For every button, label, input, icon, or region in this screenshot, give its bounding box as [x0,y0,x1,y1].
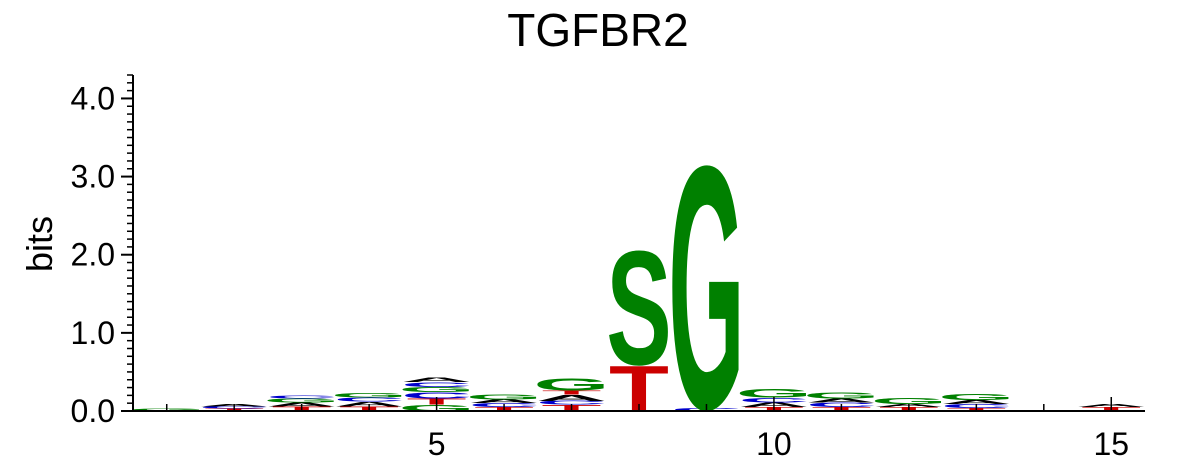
logo-letter-g-pos-13: G [938,392,1014,402]
logo-letter-c-pos-3: C [266,395,337,400]
logo-letter-c-pos-4: C [334,397,405,403]
logo-letter-g-pos-11: G [803,391,879,401]
y-tick-label: 4.0 [71,80,115,116]
y-tick-label: 0.0 [71,393,115,429]
x-axis: 5 10 15 [133,397,1145,462]
logo-letters: GTCATAGCTACGGTCGCATCAGTCATGTSCGTACGTCAGT… [129,95,1147,471]
logo-letter-a-pos-5: A [401,376,472,383]
logo-letter-g-pos-5: G [398,385,474,394]
logo-letter-g-pos-10: G [736,387,812,400]
logo-letter-g-pos-7: G [533,375,609,394]
logo-letter-g-pos-4: G [331,392,407,399]
logo-letter-g-pos-6: G [466,392,542,401]
y-axis: 0.0 1.0 2.0 3.0 4.0 [71,74,134,429]
y-axis-label: bits [19,216,60,272]
logo-letter-c-pos-5: C [401,391,472,401]
logo-letter-a-pos-13: A [941,399,1012,405]
logo-letter-g-pos-3: G [263,397,339,403]
y-tick-label: 2.0 [71,237,115,273]
chart-title: TGFBR2 [507,4,688,56]
logo-letter-a-pos-6: A [469,398,540,404]
logo-letter-c-pos-7: C [536,400,607,406]
logo-letter-a-pos-7: A [536,393,607,403]
logo-letter-t-pos-7: T [542,390,602,396]
logo-letter-g-pos-9: G [668,95,744,471]
y-tick-label: 1.0 [71,315,115,351]
logo-letter-g-pos-12: G [871,396,947,406]
x-tick-label: 15 [1093,426,1129,462]
logo-letter-t-pos-8: T [609,352,669,425]
logo-letter-a-pos-11: A [806,397,877,403]
x-tick-label: 5 [428,426,446,462]
x-tick-label: 10 [756,426,792,462]
logo-letter-s-pos-8: S [606,218,671,400]
logo-letter-c-pos-5: C [401,381,472,388]
y-tick-label: 3.0 [71,159,115,195]
